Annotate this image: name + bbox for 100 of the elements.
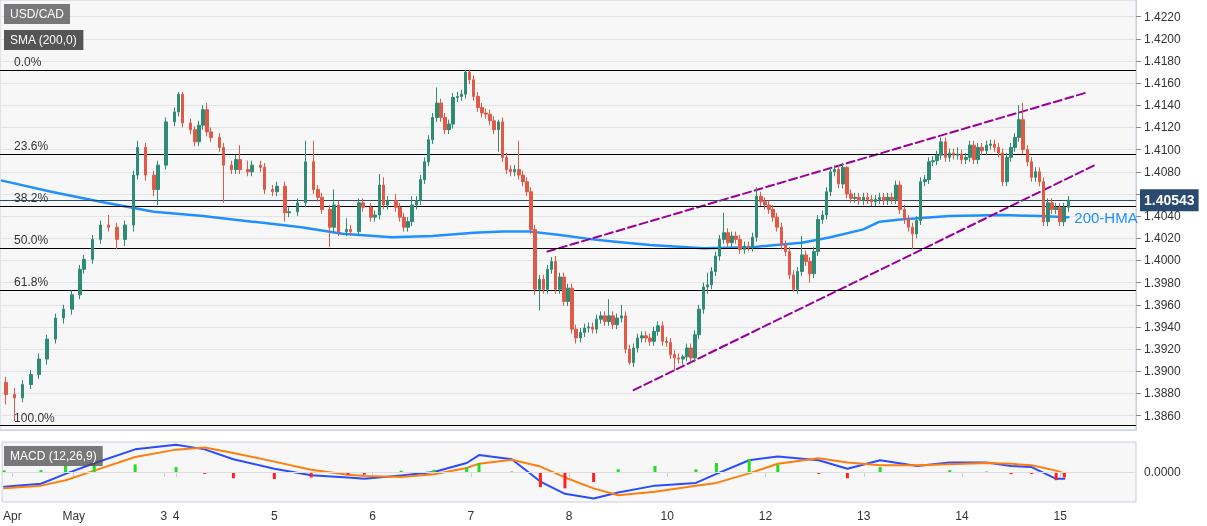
candlestick bbox=[743, 241, 746, 255]
candlestick bbox=[62, 304, 65, 325]
y-tick-label: 1.4040 bbox=[1144, 209, 1182, 224]
candlestick bbox=[45, 334, 49, 366]
x-tick-label: Apr bbox=[2, 509, 22, 523]
line-series bbox=[0, 179, 1070, 250]
candlestick bbox=[583, 323, 586, 338]
candlestick bbox=[337, 200, 340, 237]
candlestick bbox=[857, 192, 861, 206]
candlestick bbox=[37, 353, 41, 380]
candlestick bbox=[538, 274, 541, 311]
candlestick bbox=[497, 119, 500, 153]
candlestick bbox=[246, 160, 250, 177]
candlestick bbox=[554, 255, 557, 295]
bar bbox=[64, 465, 68, 472]
y-tick-label: 1.3900 bbox=[1144, 364, 1182, 379]
bar bbox=[714, 463, 718, 472]
candlestick bbox=[123, 220, 127, 247]
candlestick bbox=[874, 194, 877, 207]
y-tick-label: 1.3860 bbox=[1144, 408, 1182, 423]
candlestick bbox=[886, 192, 890, 206]
y-tick-label: 1.4220 bbox=[1144, 9, 1182, 24]
bar bbox=[133, 464, 137, 472]
x-tick-label: 4 bbox=[172, 509, 180, 523]
series-label: 200-HMA bbox=[1074, 208, 1138, 226]
candlestick bbox=[611, 310, 615, 330]
bar bbox=[694, 469, 698, 472]
candlestick bbox=[939, 136, 943, 161]
candlestick bbox=[648, 333, 652, 347]
candlestick bbox=[181, 91, 184, 128]
candlestick bbox=[328, 204, 332, 248]
y-tick-label: 1.4180 bbox=[1144, 53, 1182, 68]
candlestick bbox=[54, 313, 57, 345]
candlestick bbox=[382, 176, 385, 210]
candlestick bbox=[726, 227, 730, 248]
annotation: 100.0% bbox=[14, 410, 56, 425]
y-tick-label: 1.3880 bbox=[1144, 386, 1182, 401]
candlestick bbox=[1054, 202, 1058, 215]
candlestick bbox=[960, 149, 963, 165]
annotation: SMA (200,0) bbox=[10, 33, 77, 47]
candlestick bbox=[968, 140, 972, 163]
candlestick bbox=[91, 234, 94, 265]
bar bbox=[878, 467, 882, 472]
candlestick bbox=[349, 224, 352, 237]
candlestick bbox=[156, 160, 160, 206]
candlestick bbox=[345, 217, 348, 237]
bar bbox=[563, 472, 567, 489]
annotation: 50.0% bbox=[14, 233, 49, 248]
candlestick bbox=[115, 222, 119, 250]
x-tick-label: 14 bbox=[955, 509, 970, 523]
candlestick bbox=[738, 234, 742, 255]
candlestick bbox=[4, 376, 8, 406]
y-tick-label: 1.4000 bbox=[1144, 253, 1182, 268]
candlestick bbox=[689, 343, 693, 363]
chart-title: MACD (12,26,9) bbox=[10, 449, 97, 463]
bar bbox=[747, 458, 751, 472]
candlestick bbox=[513, 164, 516, 177]
y-tick-label: 1.3920 bbox=[1144, 342, 1182, 357]
x-tick-label: 5 bbox=[270, 509, 278, 523]
candlestick bbox=[972, 140, 976, 165]
candlestick bbox=[1058, 202, 1062, 227]
x-tick-label: 8 bbox=[565, 509, 573, 523]
candlestick bbox=[976, 142, 980, 165]
candlestick bbox=[853, 192, 857, 204]
bar bbox=[653, 466, 657, 472]
ref-line-label: 1.40543 bbox=[1144, 192, 1195, 209]
x-tick-label: May bbox=[62, 509, 86, 523]
candlestick bbox=[451, 92, 455, 130]
annotation: 23.6% bbox=[14, 139, 49, 154]
candlestick bbox=[759, 191, 763, 207]
y-tick-label: 1.4120 bbox=[1144, 120, 1182, 135]
candlestick bbox=[591, 322, 594, 335]
candlestick bbox=[296, 197, 299, 217]
x-tick-label: 15 bbox=[1053, 509, 1068, 523]
candlestick bbox=[304, 140, 307, 208]
candlestick bbox=[882, 192, 886, 206]
candlestick bbox=[862, 192, 865, 206]
candlestick bbox=[152, 170, 156, 197]
y-tick-label: 1.3960 bbox=[1144, 297, 1182, 312]
y-tick-label: 1.3940 bbox=[1144, 319, 1182, 334]
candlestick bbox=[164, 116, 168, 171]
candlestick bbox=[948, 148, 951, 163]
candlestick bbox=[29, 369, 33, 390]
candlestick bbox=[579, 327, 582, 343]
candlestick bbox=[956, 146, 959, 161]
x-tick-label: 3 bbox=[160, 509, 168, 523]
bar bbox=[477, 463, 481, 472]
annotation: 0.0% bbox=[14, 54, 42, 69]
text: USD/CAD bbox=[10, 7, 65, 21]
bar bbox=[776, 464, 780, 472]
candlestick bbox=[685, 343, 689, 362]
candlestick bbox=[870, 194, 873, 207]
candlestick bbox=[1034, 166, 1037, 183]
candlestick bbox=[238, 144, 242, 175]
candlestick bbox=[730, 231, 734, 248]
candlestick bbox=[332, 189, 336, 233]
candlestick bbox=[542, 274, 545, 295]
candlestick bbox=[845, 165, 849, 199]
bar bbox=[465, 467, 469, 472]
candlestick bbox=[763, 196, 767, 210]
